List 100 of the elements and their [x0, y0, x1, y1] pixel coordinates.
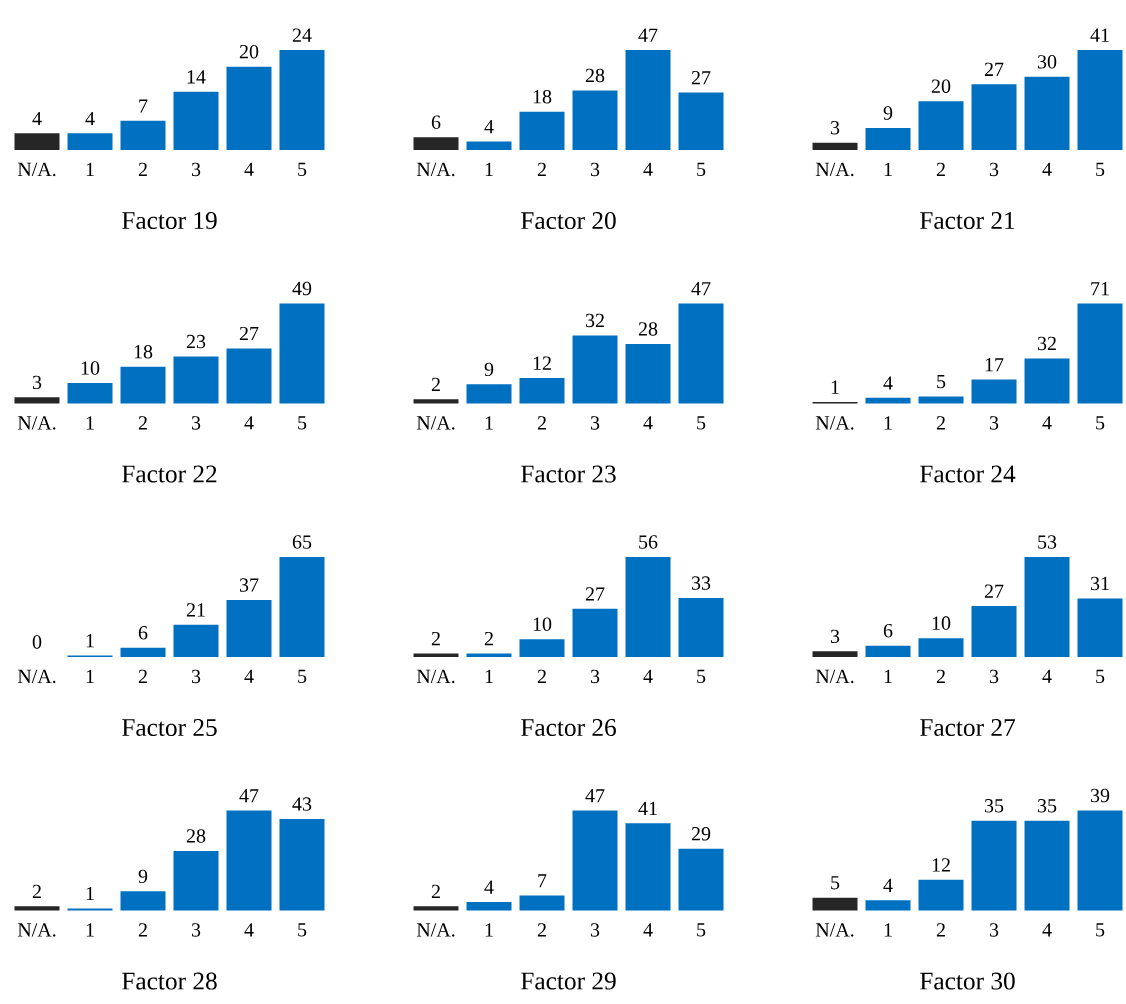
bar: [678, 92, 724, 150]
x-tick-label: 4: [1042, 923, 1052, 937]
x-tick-label: 4: [643, 416, 653, 430]
data-label: 12: [932, 858, 950, 872]
data-label: 9: [138, 869, 148, 884]
bar: [120, 120, 166, 150]
x-tick-label: 1: [86, 669, 94, 683]
data-label: 10: [81, 361, 100, 375]
bar: [120, 891, 166, 911]
data-label: 28: [638, 322, 658, 336]
data-label: 6: [883, 623, 893, 638]
data-label: 49: [292, 281, 312, 296]
x-tick-label: 2: [537, 416, 546, 430]
x-tick-label: 3: [989, 416, 999, 430]
x-tick-label: 4: [244, 669, 254, 683]
x-tick-label: 3: [989, 162, 999, 177]
data-label: 18: [533, 89, 552, 104]
x-tick-label: 5: [298, 416, 307, 430]
bar: [67, 133, 113, 150]
bar: [279, 557, 325, 657]
bar: [413, 653, 459, 657]
bar: [625, 49, 671, 150]
x-tick-label: 4: [643, 162, 653, 176]
data-label: 43: [292, 797, 312, 811]
data-label: 27: [585, 587, 605, 601]
x-axis-title: Factor 29: [521, 972, 616, 990]
bar: [173, 91, 219, 150]
bar: [625, 557, 671, 657]
data-label: 1: [86, 886, 94, 901]
bar: [1024, 358, 1070, 404]
bar: [812, 651, 858, 657]
data-label: 3: [32, 375, 42, 390]
bar: [865, 645, 911, 657]
data-label: 29: [691, 827, 711, 841]
x-tick-label: N/A.: [416, 923, 455, 937]
x-tick-label: N/A.: [416, 162, 455, 177]
bar: [173, 850, 219, 911]
bar: [67, 908, 113, 911]
x-tick-label: 2: [138, 923, 147, 937]
bar: [14, 133, 60, 150]
x-tick-label: 3: [989, 923, 999, 937]
x-tick-label: N/A.: [17, 669, 56, 684]
x-tick-label: 3: [590, 162, 600, 177]
data-label: 20: [931, 79, 951, 93]
x-tick-label: N/A.: [815, 416, 854, 430]
data-label: 10: [533, 617, 552, 631]
bar: [678, 598, 724, 657]
bar: [1077, 49, 1123, 150]
x-axis-title: Factor 30: [920, 972, 1015, 990]
data-label: 35: [984, 799, 1004, 813]
x-tick-label: N/A.: [815, 669, 854, 684]
data-label: 47: [638, 28, 658, 42]
x-tick-label: 4: [1042, 416, 1052, 430]
x-tick-label: 1: [884, 669, 892, 683]
x-tick-label: 5: [1096, 669, 1105, 683]
data-label: 10: [932, 616, 951, 630]
x-tick-label: 5: [697, 416, 706, 430]
data-label: 39: [1090, 788, 1110, 803]
data-label: 6: [138, 626, 148, 640]
bar: [466, 384, 512, 404]
x-tick-label: 3: [191, 162, 201, 177]
bar: [173, 356, 219, 404]
data-label: 28: [186, 829, 206, 843]
data-label: 32: [1037, 336, 1056, 351]
data-label: 3: [830, 629, 840, 644]
x-tick-label: N/A.: [416, 669, 455, 684]
bar: [226, 66, 272, 150]
x-tick-label: 5: [298, 923, 307, 937]
x-tick-label: N/A.: [815, 162, 854, 177]
x-tick-label: 3: [191, 416, 201, 430]
data-label: 1: [86, 634, 94, 648]
bar: [67, 383, 113, 404]
x-tick-label: 4: [643, 923, 653, 937]
x-tick-label: N/A.: [416, 416, 455, 430]
x-tick-label: 1: [86, 923, 94, 937]
x-tick-label: 3: [590, 923, 600, 937]
bar: [173, 624, 219, 657]
data-label: 14: [187, 70, 206, 84]
data-label: 4: [32, 111, 42, 126]
data-label: 33: [691, 576, 711, 590]
x-tick-label: 1: [485, 923, 493, 937]
x-tick-label: 4: [244, 416, 254, 430]
x-tick-label: 4: [1042, 162, 1052, 176]
x-tick-label: N/A.: [17, 162, 56, 177]
data-label: 2: [484, 631, 493, 646]
x-tick-label: 1: [884, 416, 892, 430]
data-label: 27: [691, 71, 711, 85]
x-tick-label: 4: [1042, 669, 1052, 683]
bar: [413, 399, 459, 404]
bar: [572, 608, 618, 657]
data-label: 2: [431, 377, 440, 391]
data-label: 0: [32, 635, 42, 649]
bar: [625, 343, 671, 404]
bar: [279, 819, 325, 911]
bar: [1024, 76, 1070, 150]
x-axis-title: Factor 26: [521, 719, 616, 737]
bar: [918, 879, 964, 911]
bar: [918, 101, 964, 150]
bar: [865, 900, 911, 911]
bar: [466, 141, 512, 150]
